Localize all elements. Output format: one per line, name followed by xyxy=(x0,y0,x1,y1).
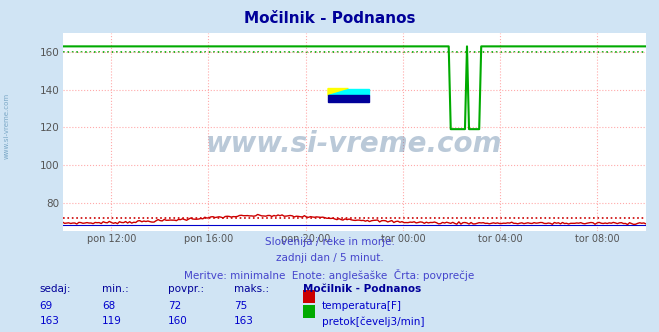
Text: temperatura[F]: temperatura[F] xyxy=(322,301,401,311)
Polygon shape xyxy=(328,95,369,102)
Text: zadnji dan / 5 minut.: zadnji dan / 5 minut. xyxy=(275,253,384,263)
Text: Močilnik - Podnanos: Močilnik - Podnanos xyxy=(303,284,421,294)
Polygon shape xyxy=(328,89,349,95)
Text: sedaj:: sedaj: xyxy=(40,284,71,294)
Text: 75: 75 xyxy=(234,301,247,311)
Text: www.si-vreme.com: www.si-vreme.com xyxy=(206,130,502,158)
Text: 119: 119 xyxy=(102,316,122,326)
Text: Slovenija / reke in morje.: Slovenija / reke in morje. xyxy=(264,237,395,247)
Text: Meritve: minimalne  Enote: anglešaške  Črta: povprečje: Meritve: minimalne Enote: anglešaške Črt… xyxy=(185,269,474,281)
Text: www.si-vreme.com: www.si-vreme.com xyxy=(3,93,10,159)
Text: pretok[čevelj3/min]: pretok[čevelj3/min] xyxy=(322,316,424,327)
Text: maks.:: maks.: xyxy=(234,284,269,294)
Text: povpr.:: povpr.: xyxy=(168,284,204,294)
Text: 160: 160 xyxy=(168,316,188,326)
Polygon shape xyxy=(328,89,369,95)
Text: 68: 68 xyxy=(102,301,115,311)
Text: min.:: min.: xyxy=(102,284,129,294)
Text: 72: 72 xyxy=(168,301,181,311)
Text: Močilnik - Podnanos: Močilnik - Podnanos xyxy=(244,11,415,26)
Text: 69: 69 xyxy=(40,301,53,311)
Text: 163: 163 xyxy=(40,316,59,326)
Text: 163: 163 xyxy=(234,316,254,326)
